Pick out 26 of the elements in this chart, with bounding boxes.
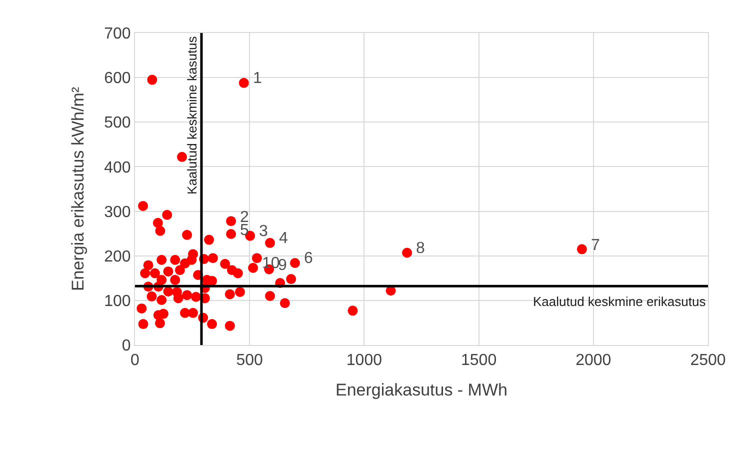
y-tick-label: 700	[104, 26, 131, 43]
ref-line-label: Kaalutud keskmine kasutus	[184, 36, 200, 194]
annotation: 5	[240, 222, 249, 239]
x-axis-title: Energiakasutus - MWh	[336, 380, 508, 400]
y-tick-label: 600	[104, 70, 131, 88]
y-tick-label: 400	[104, 159, 131, 176]
annotation: 10	[262, 255, 280, 272]
y-axis-title: Energia erikasutus kWh/m²	[68, 86, 88, 292]
annotation: 1	[253, 70, 262, 87]
annotation: 6	[304, 250, 313, 267]
ref-line-label: Kaalutud keskmine erikasutus	[533, 294, 706, 309]
x-tick-label: 2000	[576, 352, 612, 370]
y-tick-label: 100	[104, 293, 131, 310]
y-tick-label: 500	[104, 114, 131, 132]
annotation: 3	[259, 223, 268, 240]
x-tick-label: 2500	[690, 352, 726, 370]
annotation: 9	[278, 257, 287, 274]
annotation: 7	[591, 237, 600, 254]
y-tick-label: 200	[104, 248, 131, 266]
annotation: 8	[416, 240, 425, 257]
x-tick-label: 1000	[346, 352, 382, 370]
annotation: 4	[279, 230, 288, 247]
y-tick-label: 300	[104, 204, 131, 221]
x-tick-label: 500	[236, 352, 264, 370]
x-tick-label: 1500	[461, 352, 497, 370]
y-tick-label: 0	[122, 338, 131, 355]
